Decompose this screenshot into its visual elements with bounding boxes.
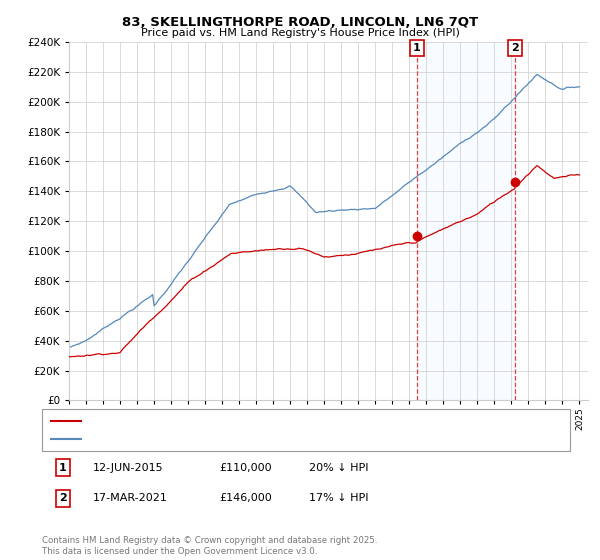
Text: Contains HM Land Registry data © Crown copyright and database right 2025.
This d: Contains HM Land Registry data © Crown c…	[42, 536, 377, 556]
Text: HPI: Average price, semi-detached house, Lincoln: HPI: Average price, semi-detached house,…	[87, 434, 334, 444]
Text: Price paid vs. HM Land Registry's House Price Index (HPI): Price paid vs. HM Land Registry's House …	[140, 28, 460, 38]
Text: 83, SKELLINGTHORPE ROAD, LINCOLN, LN6 7QT (semi-detached house): 83, SKELLINGTHORPE ROAD, LINCOLN, LN6 7Q…	[87, 416, 443, 426]
Text: 12-JUN-2015: 12-JUN-2015	[93, 463, 164, 473]
Text: 17% ↓ HPI: 17% ↓ HPI	[309, 493, 368, 503]
Text: 83, SKELLINGTHORPE ROAD, LINCOLN, LN6 7QT: 83, SKELLINGTHORPE ROAD, LINCOLN, LN6 7Q…	[122, 16, 478, 29]
Text: £110,000: £110,000	[219, 463, 272, 473]
Text: 1: 1	[413, 43, 421, 53]
Bar	[417, 42, 515, 400]
Text: 17-MAR-2021: 17-MAR-2021	[93, 493, 168, 503]
Text: 2: 2	[59, 493, 67, 503]
Text: £146,000: £146,000	[219, 493, 272, 503]
Text: 2: 2	[511, 43, 519, 53]
Text: 20% ↓ HPI: 20% ↓ HPI	[309, 463, 368, 473]
Text: 1: 1	[59, 463, 67, 473]
